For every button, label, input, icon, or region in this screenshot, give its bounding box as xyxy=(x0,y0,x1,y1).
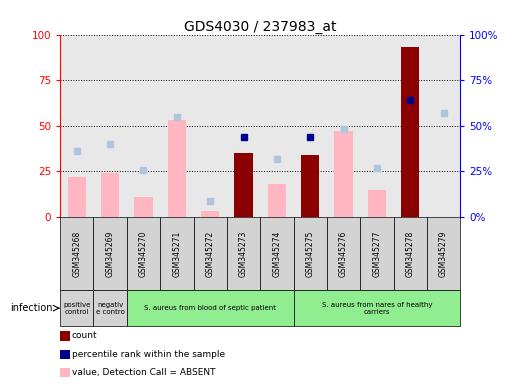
Text: GSM345278: GSM345278 xyxy=(406,230,415,276)
Text: GSM345277: GSM345277 xyxy=(372,230,381,276)
Text: infection: infection xyxy=(10,303,52,313)
Text: GSM345273: GSM345273 xyxy=(239,230,248,276)
Bar xyxy=(301,155,320,217)
Text: GSM345268: GSM345268 xyxy=(72,230,81,276)
Text: GSM345271: GSM345271 xyxy=(173,230,181,276)
Bar xyxy=(134,197,153,217)
Title: GDS4030 / 237983_at: GDS4030 / 237983_at xyxy=(184,20,336,33)
Text: negativ
e contro: negativ e contro xyxy=(96,302,124,314)
Bar xyxy=(368,190,386,217)
Bar xyxy=(168,120,186,217)
Text: GSM345279: GSM345279 xyxy=(439,230,448,276)
Text: S. aureus from blood of septic patient: S. aureus from blood of septic patient xyxy=(144,305,276,311)
Bar xyxy=(101,173,119,217)
Text: count: count xyxy=(72,331,97,341)
Bar xyxy=(67,177,86,217)
Text: GSM345269: GSM345269 xyxy=(106,230,115,276)
Bar xyxy=(234,153,253,217)
Text: GSM345270: GSM345270 xyxy=(139,230,148,276)
Text: GSM345275: GSM345275 xyxy=(306,230,315,276)
Text: value, Detection Call = ABSENT: value, Detection Call = ABSENT xyxy=(72,368,215,377)
Text: GSM345272: GSM345272 xyxy=(206,230,214,276)
Text: GSM345274: GSM345274 xyxy=(272,230,281,276)
Bar xyxy=(201,212,219,217)
Text: GSM345276: GSM345276 xyxy=(339,230,348,276)
Bar xyxy=(268,184,286,217)
Text: positive
control: positive control xyxy=(63,302,90,314)
Bar xyxy=(401,47,419,217)
Text: S. aureus from nares of healthy
carriers: S. aureus from nares of healthy carriers xyxy=(322,302,432,314)
Bar xyxy=(334,131,353,217)
Text: percentile rank within the sample: percentile rank within the sample xyxy=(72,350,225,359)
